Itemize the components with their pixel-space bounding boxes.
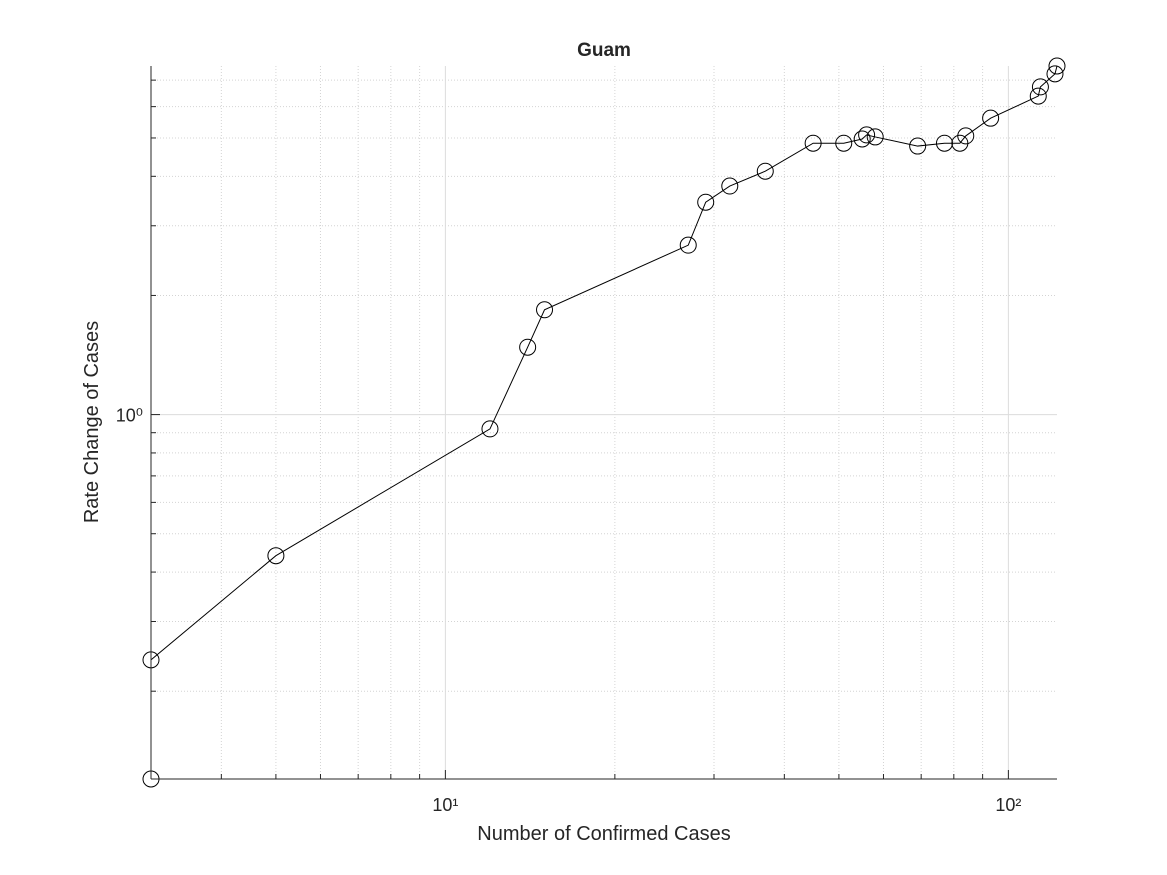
y-axis-label: Rate Change of Cases [81, 321, 103, 523]
data-point [697, 193, 715, 211]
data-point [267, 547, 285, 565]
data-point [957, 127, 975, 145]
x-tick-label: 10¹ [432, 795, 458, 815]
data-point [756, 162, 774, 180]
data-point [835, 134, 853, 152]
data-point [853, 130, 871, 148]
plot-area [142, 57, 1066, 788]
data-point [858, 126, 876, 144]
data-point [982, 109, 1000, 127]
data-point [1031, 78, 1049, 96]
data-line [150, 65, 1058, 779]
data-point [1048, 57, 1066, 75]
data-point [866, 128, 884, 146]
data-point [679, 236, 697, 254]
x-axis-label: Number of Confirmed Cases [477, 823, 730, 845]
data-point [909, 137, 927, 155]
chart-title: Guam [577, 40, 631, 61]
y-tick-label: 10⁰ [116, 406, 143, 426]
data-point [804, 134, 822, 152]
grid [151, 66, 1057, 779]
data-point [481, 420, 499, 438]
data-point [536, 301, 554, 319]
x-tick-label: 10² [995, 795, 1021, 815]
data-point [721, 177, 739, 195]
data-point [519, 338, 537, 356]
data-point [935, 134, 953, 152]
data-point [1029, 87, 1047, 105]
data-point [1046, 65, 1064, 83]
